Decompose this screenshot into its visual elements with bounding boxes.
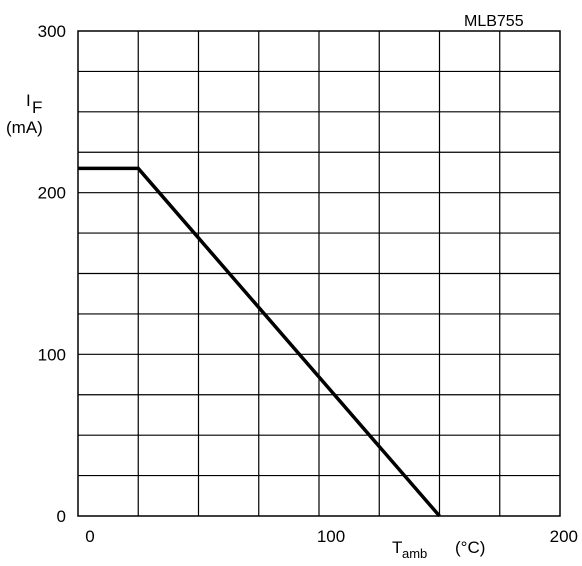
y-tick-label: 100 xyxy=(38,345,66,364)
y-axis-symbol: I xyxy=(26,91,31,110)
plot-frame xyxy=(77,30,561,517)
y-tick-label: 0 xyxy=(57,507,66,526)
series-line xyxy=(78,166,441,518)
chart-code: MLB755 xyxy=(464,13,524,30)
y-axis-unit: (mA) xyxy=(6,118,43,137)
x-tick-label: 200 xyxy=(550,527,578,546)
x-axis-unit: (°C) xyxy=(455,538,485,557)
x-axis-symbol: T xyxy=(392,538,402,557)
y-tick-label: 200 xyxy=(38,184,66,203)
y-tick-label: 300 xyxy=(38,22,66,41)
x-tick-label: 0 xyxy=(85,527,94,546)
x-tick-label: 100 xyxy=(317,527,345,546)
grid-lines xyxy=(78,31,560,516)
y-axis-subscript: F xyxy=(32,98,42,117)
y-tick-labels: 0 100 200 300 xyxy=(38,22,66,526)
x-tick-labels: 0 100 200 xyxy=(85,527,578,546)
x-axis-subscript: amb xyxy=(402,546,427,561)
